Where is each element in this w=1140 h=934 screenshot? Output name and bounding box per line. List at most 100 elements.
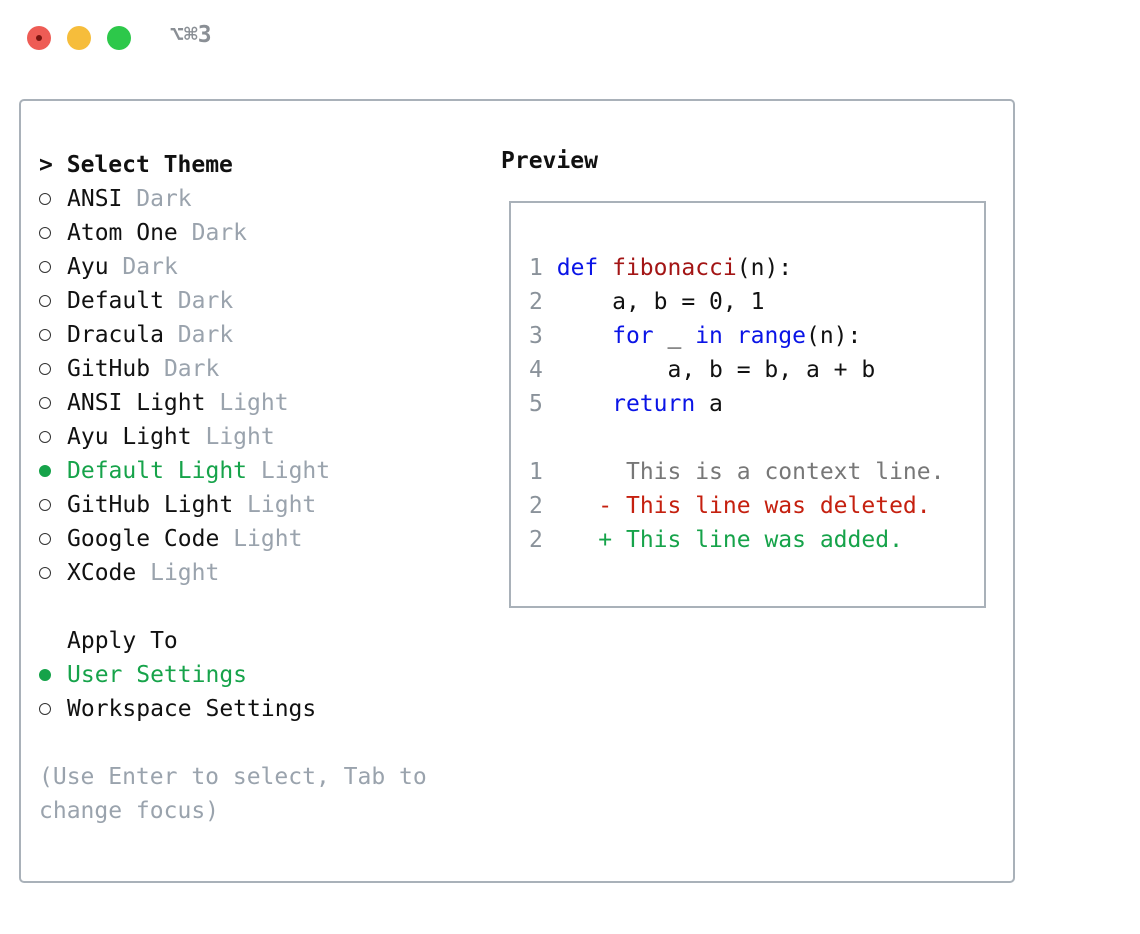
theme-name: Default <box>67 288 164 314</box>
theme-variant: Dark <box>136 186 192 212</box>
theme-variant: Light <box>247 492 317 518</box>
line-number: 2 <box>529 493 543 519</box>
diff-text: This is a context line. <box>625 459 945 485</box>
line-number: 3 <box>529 323 543 349</box>
minimize-button[interactable] <box>67 26 91 50</box>
line-number: 1 <box>529 459 543 485</box>
code-token: in range <box>695 323 806 349</box>
theme-name: Default Light <box>67 458 248 484</box>
line-number: 2 <box>529 527 543 553</box>
line-number: 4 <box>529 357 543 383</box>
theme-variant: Light <box>205 424 275 450</box>
radio <box>39 386 67 420</box>
theme-variant: Dark <box>177 322 234 348</box>
theme-list: > Select Theme ANSI Dark Atom One Dark Ayu… <box>39 148 441 828</box>
code-line: 1 def fibonacci(n): <box>529 251 944 285</box>
code-token: (n): <box>805 323 862 349</box>
theme-variant: Dark <box>177 288 234 314</box>
radio <box>39 692 67 726</box>
section-title: Select Theme <box>66 152 233 178</box>
theme-name: XCode <box>67 560 137 586</box>
section-header: > Select Theme <box>39 148 441 182</box>
code-token: a <box>695 391 723 417</box>
theme-name: Atom One <box>67 220 178 246</box>
hint: (Use Enter to select, Tab to change focu… <box>39 764 427 824</box>
theme-option[interactable]: XCode Light <box>39 556 441 590</box>
radio <box>39 488 67 522</box>
theme-option[interactable]: Ayu Dark <box>39 250 441 284</box>
theme-option[interactable]: ANSI Light Light <box>39 386 441 420</box>
theme-name: Dracula <box>67 322 164 348</box>
radio <box>39 250 67 284</box>
theme-dialog <box>19 99 1015 883</box>
code-token: fibonacci <box>598 255 737 281</box>
theme-option[interactable]: GitHub Dark <box>39 352 441 386</box>
theme-variant: Light <box>150 560 220 586</box>
theme-name: Google Code <box>67 526 220 552</box>
code-line: 4 a, b = b, a + b <box>529 353 944 387</box>
theme-variant: Dark <box>122 254 178 280</box>
theme-option[interactable]: GitHub Light Light <box>39 488 441 522</box>
theme-name: ANSI Light <box>67 390 206 416</box>
theme-option[interactable]: Atom One Dark <box>39 216 441 250</box>
code-token: _ <box>653 323 696 349</box>
diff-line: 2 - This line was deleted. <box>529 489 944 523</box>
theme-name: Ayu Light <box>67 424 192 450</box>
theme-name: GitHub Light <box>67 492 234 518</box>
theme-option[interactable]: ANSI Dark <box>39 182 441 216</box>
cursor: > <box>39 152 53 178</box>
apply-option[interactable]: Workspace Settings <box>39 692 441 726</box>
radio <box>39 454 67 488</box>
preview-title: Preview <box>501 148 598 174</box>
apply-title: Apply To <box>67 628 178 654</box>
radio <box>39 318 67 352</box>
radio <box>39 216 67 250</box>
radio <box>39 522 67 556</box>
zoom-button[interactable] <box>107 26 131 50</box>
theme-variant: Dark <box>163 356 220 382</box>
diff-sign: - <box>598 493 613 519</box>
code-token: for <box>556 323 654 349</box>
theme-name: Ayu <box>67 254 109 280</box>
line-number: 2 <box>529 289 543 315</box>
spacer <box>39 590 441 624</box>
code-line: 3 for _ in range(n): <box>529 319 944 353</box>
line-number: 5 <box>529 391 543 417</box>
theme-variant: Light <box>233 526 303 552</box>
code-token: def <box>556 255 599 281</box>
apply-header: Apply To <box>39 624 441 658</box>
line-number: 1 <box>529 255 543 281</box>
theme-option[interactable]: Ayu Light Light <box>39 420 441 454</box>
code-token: (n): <box>736 255 793 281</box>
radio <box>39 284 67 318</box>
theme-option[interactable]: Default Light Light <box>39 454 441 488</box>
apply-label: User Settings <box>67 662 248 688</box>
theme-name: GitHub <box>67 356 151 382</box>
spacer <box>529 421 944 455</box>
code-token: a, b = 0, 1 <box>556 289 765 315</box>
code-line: 2 a, b = 0, 1 <box>529 285 944 319</box>
diff-sign: + <box>598 527 613 553</box>
diff-line: 2 + This line was added. <box>529 523 944 557</box>
radio <box>39 556 67 590</box>
radio <box>39 182 67 216</box>
theme-option[interactable]: Google Code Light <box>39 522 441 556</box>
code-token: return <box>556 391 696 417</box>
diff-text: This line was deleted. <box>625 493 931 519</box>
radio <box>39 420 67 454</box>
close-button[interactable] <box>27 26 51 50</box>
diff-text: This line was added. <box>625 527 903 553</box>
code-line: 5 return a <box>529 387 944 421</box>
theme-name: ANSI <box>67 186 123 212</box>
close-icon <box>36 35 42 41</box>
radio <box>39 658 67 692</box>
theme-option[interactable]: Default Dark <box>39 284 441 318</box>
theme-variant: Light <box>219 390 289 416</box>
theme-variant: Dark <box>191 220 248 246</box>
theme-option[interactable]: Dracula Dark <box>39 318 441 352</box>
apply-option[interactable]: User Settings <box>39 658 441 692</box>
radio <box>39 352 67 386</box>
